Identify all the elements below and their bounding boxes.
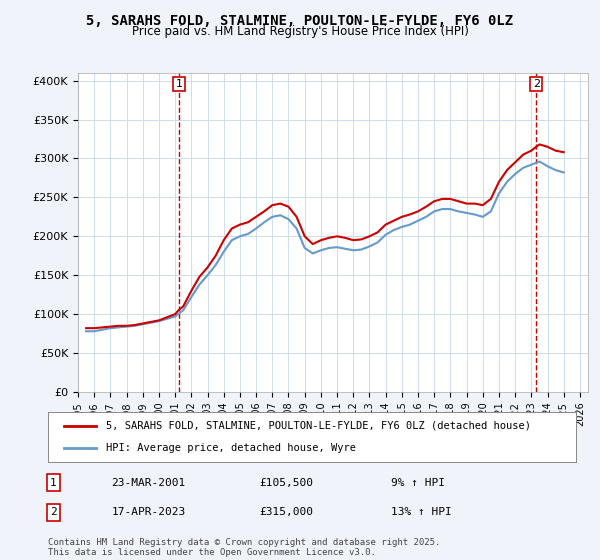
Text: £315,000: £315,000 — [259, 507, 313, 517]
Text: 2: 2 — [533, 79, 540, 89]
Text: HPI: Average price, detached house, Wyre: HPI: Average price, detached house, Wyre — [106, 443, 356, 453]
Text: 17-APR-2023: 17-APR-2023 — [112, 507, 185, 517]
Text: 1: 1 — [50, 478, 56, 488]
Text: 23-MAR-2001: 23-MAR-2001 — [112, 478, 185, 488]
Text: 2: 2 — [50, 507, 56, 517]
Text: 5, SARAHS FOLD, STALMINE, POULTON-LE-FYLDE, FY6 0LZ: 5, SARAHS FOLD, STALMINE, POULTON-LE-FYL… — [86, 14, 514, 28]
Text: 13% ↑ HPI: 13% ↑ HPI — [391, 507, 452, 517]
Text: 5, SARAHS FOLD, STALMINE, POULTON-LE-FYLDE, FY6 0LZ (detached house): 5, SARAHS FOLD, STALMINE, POULTON-LE-FYL… — [106, 421, 531, 431]
Text: Contains HM Land Registry data © Crown copyright and database right 2025.
This d: Contains HM Land Registry data © Crown c… — [48, 538, 440, 557]
Text: £105,500: £105,500 — [259, 478, 313, 488]
Text: 1: 1 — [175, 79, 182, 89]
Text: 9% ↑ HPI: 9% ↑ HPI — [391, 478, 445, 488]
Text: Price paid vs. HM Land Registry's House Price Index (HPI): Price paid vs. HM Land Registry's House … — [131, 25, 469, 38]
